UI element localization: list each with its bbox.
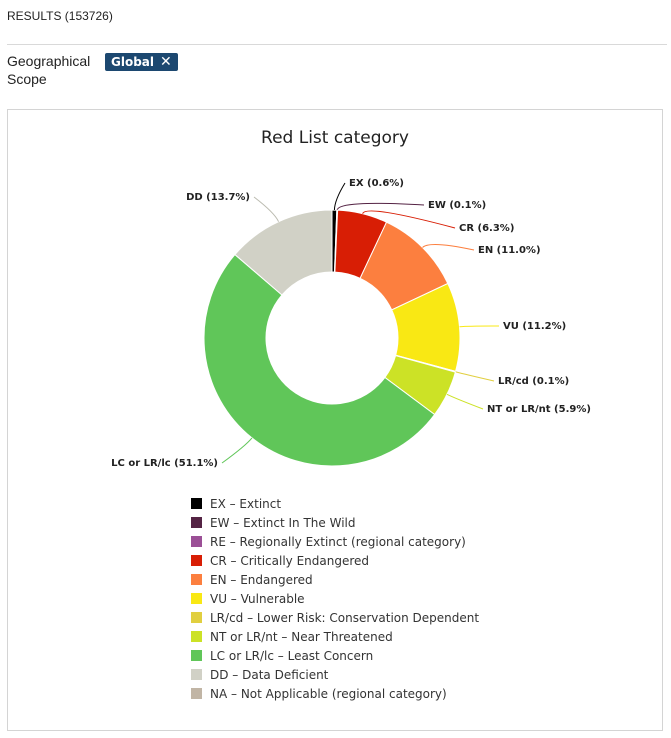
legend-item[interactable]: CR – Critically Endangered <box>191 551 479 570</box>
donut-chart: EX (0.6%) EW (0.1%) CR (6.3%) EN (11.0%) VU … <box>111 178 591 469</box>
legend-swatch <box>191 650 202 661</box>
connector-ew <box>336 202 425 211</box>
legend-label: EX – Extinct <box>210 496 282 511</box>
slice-dd[interactable] <box>234 209 333 296</box>
legend-label: CR – Critically Endangered <box>210 553 369 568</box>
legend-label: LR/cd – Lower Risk: Conservation Depende… <box>210 610 480 625</box>
data-label-en: EN (11.0%) <box>478 245 541 256</box>
scope-chip-label: Global <box>111 55 155 69</box>
legend-swatch <box>191 688 202 699</box>
data-label-ew: EW (0.1%) <box>428 200 486 211</box>
data-label-ex: EX (0.6%) <box>349 178 404 189</box>
chart-title: Red List category <box>261 128 409 148</box>
legend-item[interactable]: VU – Vulnerable <box>191 589 479 608</box>
legend-item[interactable]: EX – Extinct <box>191 494 479 513</box>
legend-label: EN – Endangered <box>210 572 313 587</box>
slice-lc-or-lr-lc[interactable] <box>203 253 436 467</box>
legend-label: EW – Extinct In The Wild <box>210 515 356 530</box>
legend-item[interactable]: NA – Not Applicable (regional category) <box>191 684 479 703</box>
legend-item[interactable]: EW – Extinct In The Wild <box>191 513 479 532</box>
legend-label: RE – Regionally Extinct (regional catego… <box>210 534 466 549</box>
data-label-lr-cd: LR/cd (0.1%) <box>498 376 569 387</box>
legend-swatch <box>191 593 202 604</box>
legend-swatch <box>191 669 202 680</box>
results-count: RESULTS (153726) <box>7 9 113 23</box>
legend-label: NT or LR/nt – Near Threatened <box>210 629 393 644</box>
legend-item[interactable]: LC or LR/lc – Least Concern <box>191 646 479 665</box>
connector-en <box>422 244 475 251</box>
divider <box>7 44 667 45</box>
connector-cr <box>362 210 456 229</box>
legend-item[interactable]: EN – Endangered <box>191 570 479 589</box>
chart-legend: EX – Extinct EW – Extinct In The Wild RE –… <box>191 494 479 703</box>
legend-swatch <box>191 536 202 547</box>
red-list-chart-panel: Red List category EX (0.6%) EW (0.1%) CR (… <box>7 109 663 731</box>
close-icon[interactable]: ✕ <box>160 54 172 70</box>
data-label-nt-or-lr-nt: NT or LR/nt (5.9%) <box>487 404 591 415</box>
legend-swatch <box>191 574 202 585</box>
legend-swatch <box>191 498 202 509</box>
data-label-vu: VU (11.2%) <box>503 321 566 332</box>
connector-lr-cd <box>455 371 495 382</box>
data-label-lc-or-lr-lc: LC or LR/lc (51.1%) <box>111 458 218 469</box>
legend-label: DD – Data Deficient <box>210 667 329 682</box>
legend-swatch <box>191 612 202 623</box>
legend-item[interactable]: LR/cd – Lower Risk: Conservation Depende… <box>191 608 479 627</box>
legend-swatch <box>191 555 202 566</box>
legend-item[interactable]: DD – Data Deficient <box>191 665 479 684</box>
legend-item[interactable]: RE – Regionally Extinct (regional catego… <box>191 532 479 551</box>
legend-item[interactable]: NT or LR/nt – Near Threatened <box>191 627 479 646</box>
data-label-cr: CR (6.3%) <box>459 223 514 234</box>
geographical-scope-label: Geographical Scope <box>7 53 91 87</box>
legend-swatch <box>191 631 202 642</box>
connector-nt-or-lr-nt <box>446 393 484 410</box>
legend-label: NA – Not Applicable (regional category) <box>210 686 447 701</box>
data-label-dd: DD (13.7%) <box>186 192 250 203</box>
legend-label: VU – Vulnerable <box>210 591 305 606</box>
connector-ex <box>333 182 346 211</box>
scope-filter-chip[interactable]: Global ✕ <box>105 53 178 71</box>
legend-label: LC or LR/lc – Least Concern <box>210 648 374 663</box>
legend-swatch <box>191 517 202 528</box>
connector-vu <box>459 325 500 328</box>
connector-dd <box>253 196 280 222</box>
connector-lc-or-lr-lc <box>221 437 253 464</box>
